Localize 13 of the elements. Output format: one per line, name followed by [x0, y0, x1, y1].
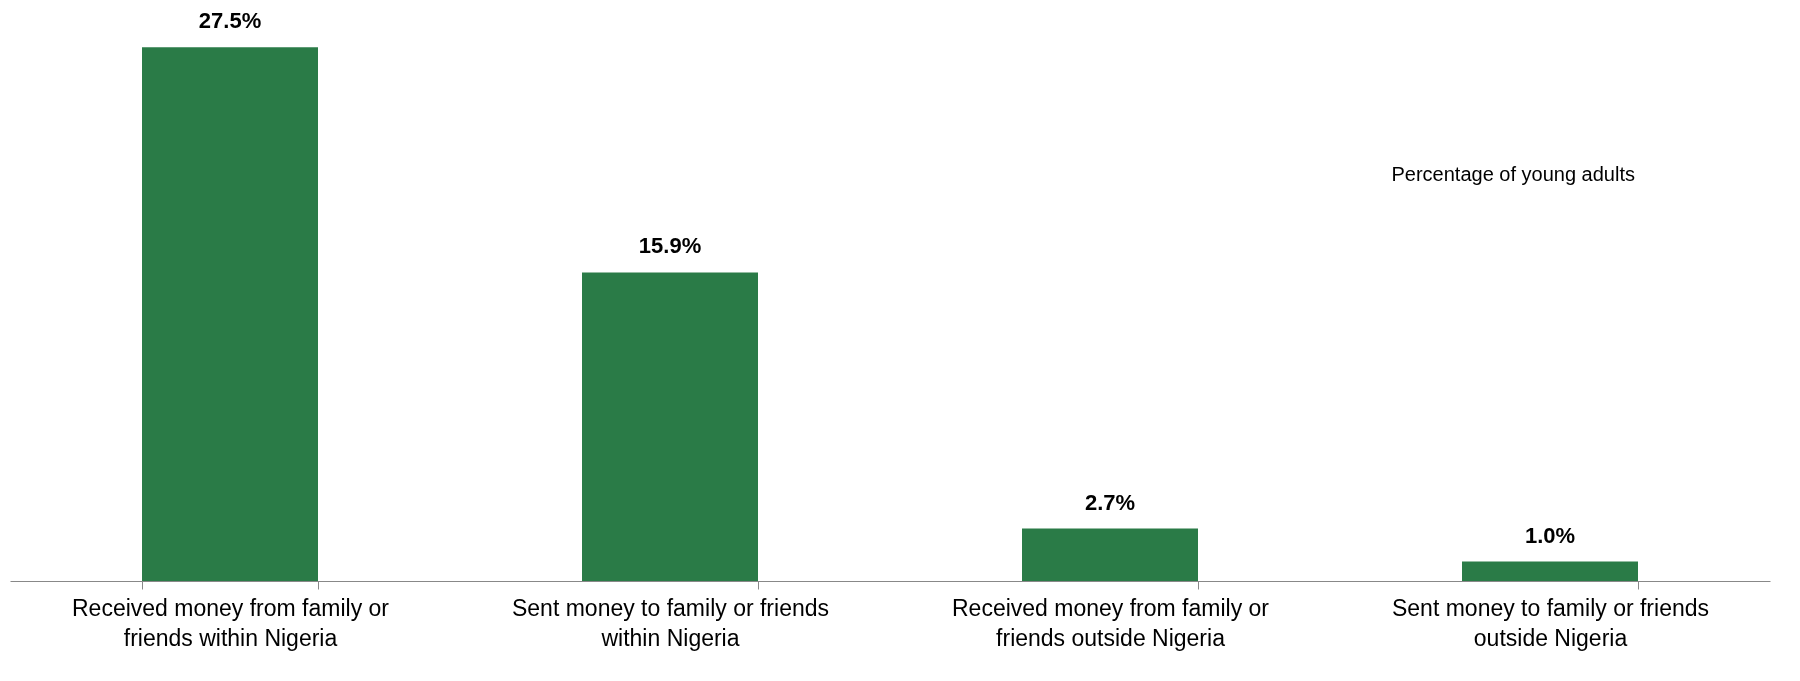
bar: [1022, 528, 1198, 581]
x-tick-label: Received money from family or friends outside Nigeria: [952, 594, 1270, 651]
bar: [582, 272, 758, 581]
data-label: 15.9%: [638, 233, 702, 259]
bar: [1462, 561, 1638, 581]
x-tick-label: Sent money to family or friends within Nigeria: [511, 594, 830, 651]
annotation: Percentage of young adults: [1391, 163, 1635, 185]
x-tick-label: Received money from family or friends within Nigeria: [72, 594, 390, 651]
data-label: 2.7%: [1084, 489, 1136, 515]
data-label: 1.0%: [1524, 522, 1576, 548]
x-tick-label: Sent money to family or friends outside Nigeria: [1391, 594, 1710, 651]
data-label: 27.5%: [198, 8, 262, 34]
bar: [142, 47, 318, 581]
